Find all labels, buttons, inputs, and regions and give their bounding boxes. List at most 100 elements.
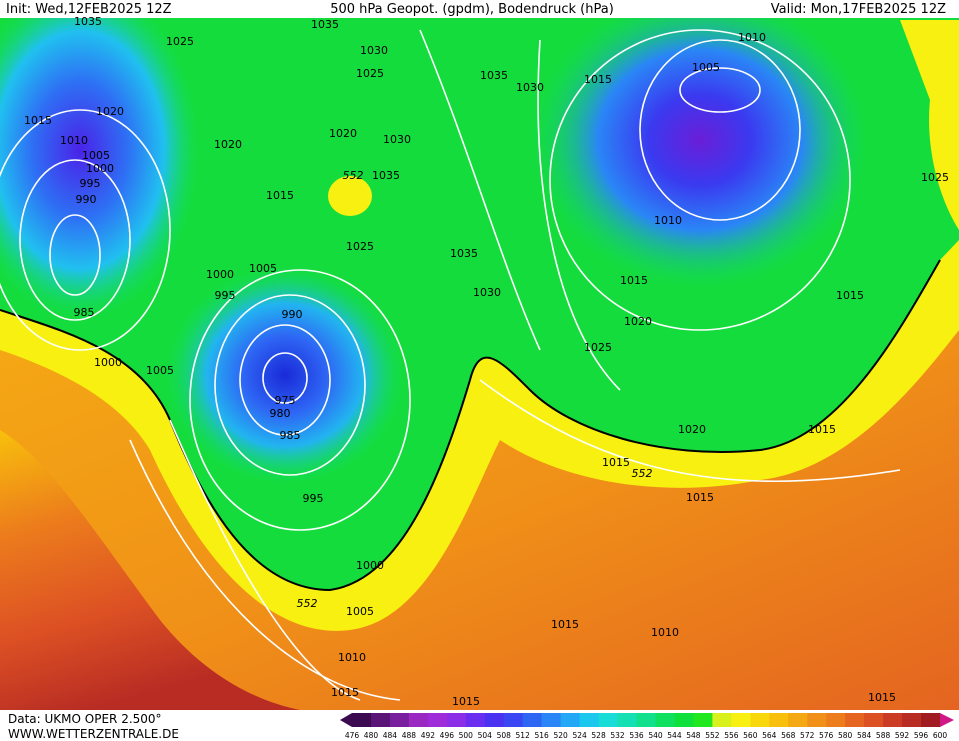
isobar-label-bg — [205, 269, 235, 281]
isobar-label-bg — [23, 115, 53, 127]
colorbar-label: 508 — [497, 731, 512, 740]
isobar-label: 995 — [303, 492, 324, 505]
colorbar-arrow-left — [340, 713, 352, 727]
isobar-label-bg — [451, 696, 481, 708]
isobar-label: 1025 — [166, 35, 194, 48]
colorbar-swatch — [636, 713, 656, 727]
colorbar-label: 544 — [667, 731, 682, 740]
isobar-label-bg — [619, 275, 649, 287]
isobar-label: 1030 — [473, 286, 501, 299]
colorbar-label: 564 — [762, 731, 777, 740]
colorbar-swatch — [484, 713, 505, 727]
isobar-label-bg — [165, 36, 195, 48]
colorbar-swatch — [352, 713, 372, 727]
isobar-label-bg — [274, 395, 297, 407]
colorbar-swatch — [902, 713, 922, 727]
colorbar-label: 548 — [686, 731, 701, 740]
isobar-label: 1020 — [329, 127, 357, 140]
isobar-label: 995 — [80, 177, 101, 190]
warm-area — [900, 20, 959, 230]
colorbar-label: 552 — [705, 731, 720, 740]
low-pressure — [530, 0, 870, 290]
colorbar-swatch — [541, 713, 562, 727]
isobar-label-bg — [345, 241, 375, 253]
colorbar-label: 584 — [857, 731, 872, 740]
isobar-label: 1025 — [356, 67, 384, 80]
isobar-label: 1005 — [146, 364, 174, 377]
isobar-label-bg — [371, 170, 401, 182]
isobar-label-bg — [583, 74, 613, 86]
colorbar-swatch — [522, 713, 543, 727]
colorbar-arrow-right — [940, 713, 954, 727]
isobar-label: 1015 — [620, 274, 648, 287]
colorbar-label: 540 — [648, 731, 663, 740]
colorbar-label: 528 — [591, 731, 606, 740]
colorbar-swatch — [503, 713, 524, 727]
isobar-label: 1000 — [86, 162, 114, 175]
colorbar-label: 536 — [629, 731, 644, 740]
isobar-label-bg — [269, 408, 292, 420]
colorbar-swatch — [826, 713, 846, 727]
isobar-label: 1035 — [450, 247, 478, 260]
isobar-label-bg — [807, 424, 837, 436]
isobar-label-bg — [302, 493, 325, 505]
isobar-label: 995 — [215, 289, 236, 302]
isobar-label: 1020 — [214, 138, 242, 151]
isobar-label-bg — [653, 215, 683, 227]
isobar-label-bg — [623, 316, 653, 328]
isobar-label-bg — [95, 106, 125, 118]
isobar-label-bg — [93, 357, 123, 369]
isobar-label: 1010 — [738, 31, 766, 44]
isobar-label-bg — [79, 178, 102, 190]
isobar-label: 1035 — [74, 15, 102, 28]
isobar-label-bg — [355, 560, 385, 572]
isobar-label: 1030 — [516, 81, 544, 94]
geopotential-label: 552 — [632, 467, 653, 480]
isobar-label-bg — [248, 263, 278, 275]
isobar-label-bg — [281, 309, 304, 321]
colorbar-swatch — [389, 713, 410, 727]
colorbar-swatch — [883, 713, 903, 727]
isobar-label-bg — [310, 19, 340, 31]
isobar-label: 1000 — [206, 268, 234, 281]
colorbar-swatch — [788, 713, 808, 727]
colorbar-swatch — [408, 713, 429, 727]
isobars — [0, 29, 901, 701]
isobar-label: 1015 — [808, 423, 836, 436]
isobar-label-bg — [583, 342, 613, 354]
isobar-label: 1015 — [836, 289, 864, 302]
isobar-label-bg — [382, 134, 412, 146]
site: WWW.WETTERZENTRALE.DE — [8, 727, 179, 741]
colorbar-label: 504 — [478, 731, 493, 740]
colorbar-label: 580 — [838, 731, 853, 740]
isobar-label-bg — [449, 248, 479, 260]
isobar-label-bg — [920, 172, 950, 184]
isobar-label: 1015 — [686, 491, 714, 504]
colorbar-swatch — [769, 713, 789, 727]
warm-pocket — [328, 176, 372, 216]
isobar-label-bg — [355, 68, 385, 80]
colorbar-swatch — [655, 713, 675, 727]
data-source: Data: UKMO OPER 2.500° — [8, 712, 162, 726]
colorbar-swatch — [617, 713, 638, 727]
isobar-label: 1030 — [383, 133, 411, 146]
colorbar-label: 600 — [933, 731, 948, 740]
isobar-label-bg — [345, 606, 375, 618]
isobar-label-bg — [601, 457, 631, 469]
isobar-label-bg — [213, 139, 243, 151]
isobar-label: 985 — [74, 306, 95, 319]
colorbar-label: 576 — [819, 731, 834, 740]
colorbar-label: 592 — [895, 731, 910, 740]
isobar-label-bg — [479, 70, 509, 82]
isobar-label-bg — [650, 627, 680, 639]
isobar-label: 1025 — [346, 240, 374, 253]
isobar-label-bg — [737, 32, 767, 44]
colorbar-label: 512 — [516, 731, 531, 740]
isobar-label: 990 — [76, 193, 97, 206]
isobar-label-bg — [835, 290, 865, 302]
isobar-label: 1020 — [96, 105, 124, 118]
colorbar-label: 480 — [364, 731, 379, 740]
geopotential-label: 552 — [297, 597, 318, 610]
colorbar-label: 556 — [724, 731, 739, 740]
